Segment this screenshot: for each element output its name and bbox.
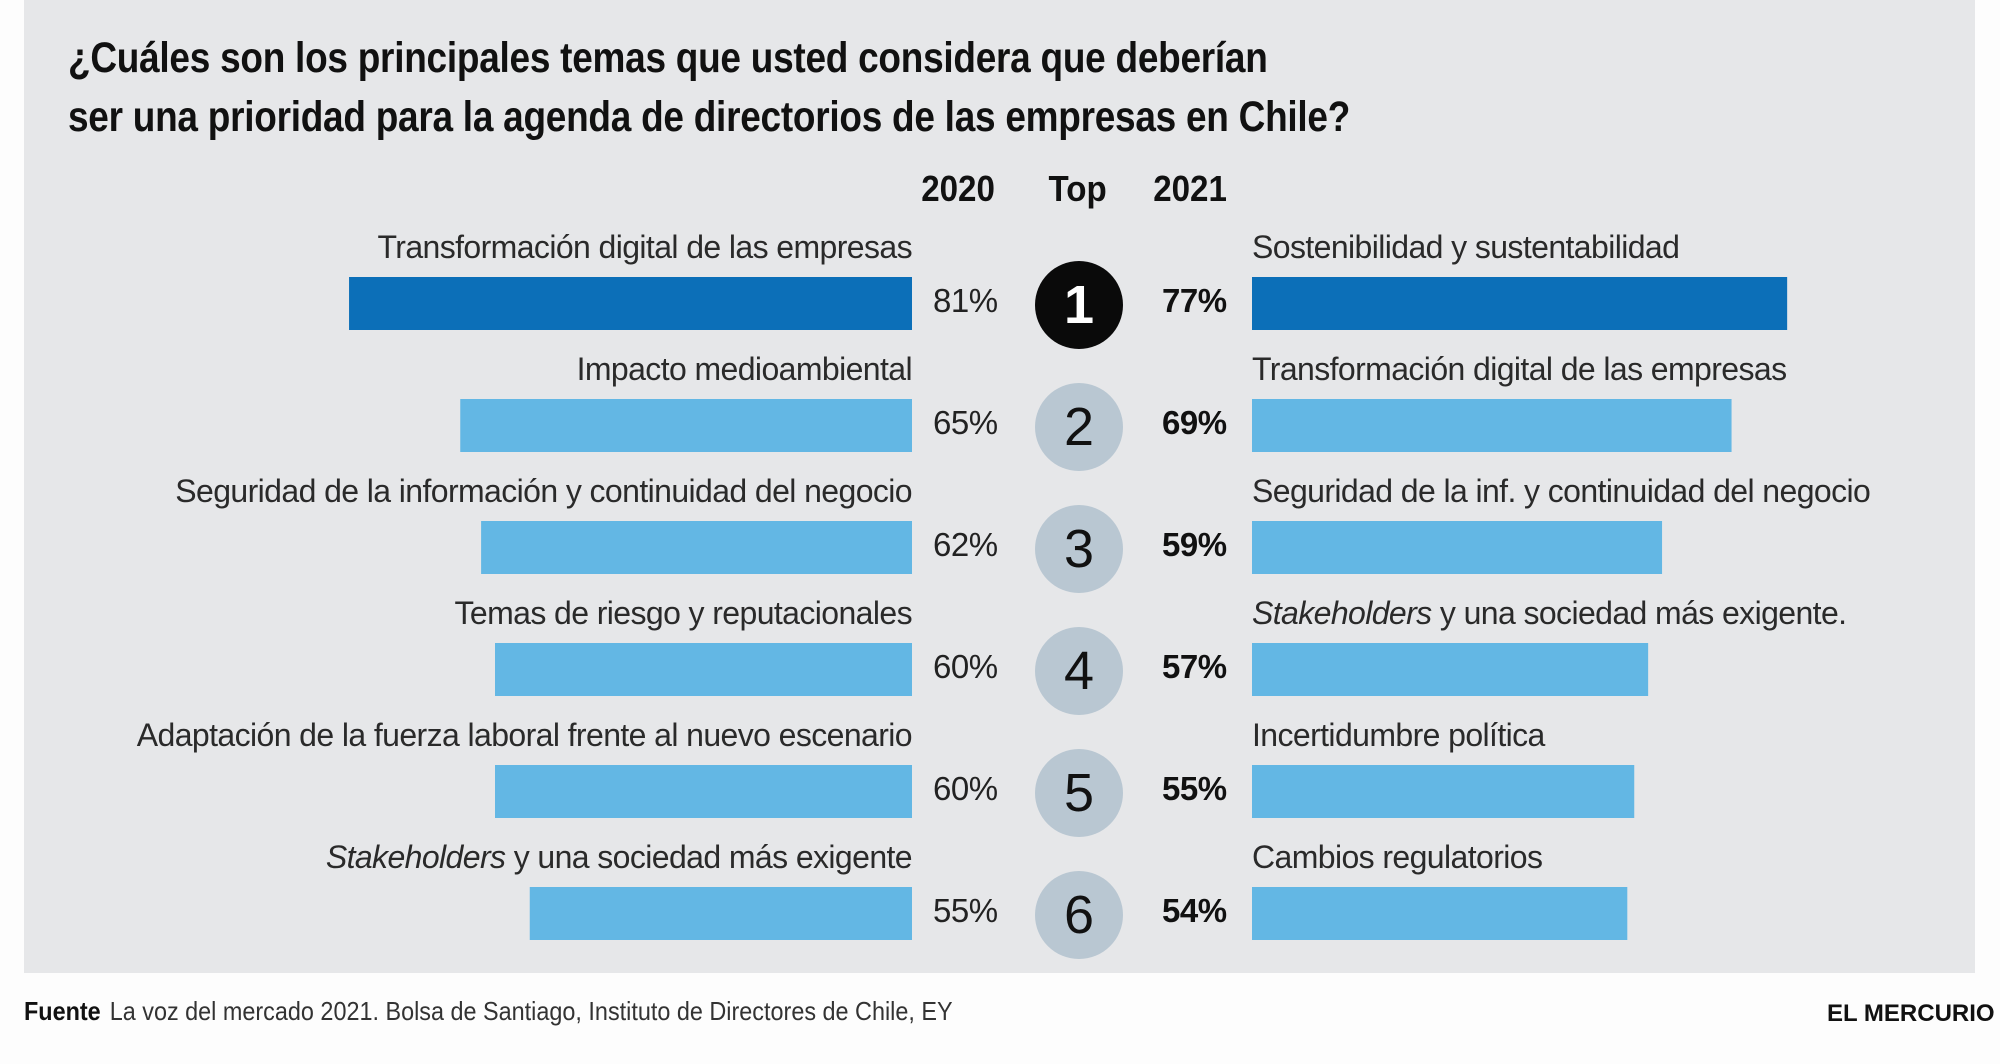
value-label-2020-rank-5: 60% <box>933 770 998 807</box>
bar-2021-rank-4 <box>1252 643 1649 696</box>
header-2020: 2020 <box>921 168 995 209</box>
bar-2021-rank-2 <box>1252 399 1732 452</box>
category-label-2021-rank-1: Sostenibilidad y sustentabilidad <box>1252 229 1680 265</box>
bar-2020-rank-2 <box>460 399 912 452</box>
italic-term: Stakeholders <box>1252 595 1432 631</box>
bar-2020-rank-1 <box>349 277 912 330</box>
value-label-2021-rank-6: 54% <box>1162 892 1227 929</box>
category-label-2021-rank-4: Stakeholders y una sociedad más exigente… <box>1252 595 1847 631</box>
italic-term: Stakeholders <box>325 839 506 875</box>
source-text: La voz del mercado 2021. Bolsa de Santia… <box>109 996 953 1026</box>
category-label-2020-rank-2: Impacto medioambiental <box>576 351 913 387</box>
category-label-2020-rank-3: Seguridad de la información y continuida… <box>175 473 912 509</box>
category-label-2021-rank-3: Seguridad de la inf. y continuidad del n… <box>1252 473 1871 509</box>
value-label-2020-rank-3: 62% <box>933 526 998 563</box>
value-label-2021-rank-2: 69% <box>1162 404 1227 441</box>
category-label-2021-rank-6: Cambios regulatorios <box>1252 839 1543 875</box>
rank-badge-2: 2 <box>1035 382 1123 471</box>
bar-2020-rank-5 <box>495 765 912 818</box>
value-label-2021-rank-3: 59% <box>1162 526 1227 563</box>
value-label-2020-rank-6: 55% <box>933 892 998 929</box>
bar-2021-rank-5 <box>1252 765 1635 818</box>
chart-title-line-2: ser una prioridad para la agenda de dire… <box>68 93 1351 141</box>
source-note: Fuente La voz del mercado 2021. Bolsa de … <box>24 996 953 1027</box>
bar-2021-rank-3 <box>1252 521 1663 574</box>
rank-badge-1: 1 <box>1035 260 1123 349</box>
category-label-2020-rank-1: Transformación digital de las empresas <box>377 229 913 265</box>
value-label-2021-rank-4: 57% <box>1162 648 1227 685</box>
value-label-2020-rank-2: 65% <box>933 404 998 441</box>
value-label-2021-rank-5: 55% <box>1162 770 1227 807</box>
header-2021: 2021 <box>1153 168 1227 209</box>
source-label: Fuente <box>24 996 101 1026</box>
bar-2021-rank-6 <box>1252 887 1628 940</box>
bar-2020-rank-4 <box>495 643 912 696</box>
category-label-2020-rank-6: Stakeholders y una sociedad más exigente <box>325 839 913 875</box>
chart-panel <box>24 0 1975 973</box>
bar-2021-rank-1 <box>1252 277 1788 330</box>
category-label-2020-rank-4: Temas de riesgo y reputacionales <box>454 595 912 631</box>
header-top: Top <box>1048 168 1107 209</box>
rank-badge-4: 4 <box>1035 626 1123 715</box>
bar-2020-rank-3 <box>481 521 912 574</box>
category-label-2021-rank-2: Transformación digital de las empresas <box>1252 351 1787 387</box>
category-label-2020-rank-5: Adaptación de la fuerza laboral frente a… <box>136 717 913 753</box>
value-label-2020-rank-1: 81% <box>933 282 998 319</box>
el-mercurio-logo: EL MERCURIO <box>1827 1000 1995 1027</box>
chart-title-line-1: ¿Cuáles son los principales temas que us… <box>68 34 1268 82</box>
bar-2020-rank-6 <box>529 887 912 940</box>
rank-badge-5: 5 <box>1035 748 1123 837</box>
value-label-2020-rank-4: 60% <box>933 648 998 685</box>
category-label-2021-rank-5: Incertidumbre política <box>1252 717 1545 753</box>
rank-badge-3: 3 <box>1035 504 1123 593</box>
value-label-2021-rank-1: 77% <box>1162 282 1227 319</box>
rank-badge-6: 6 <box>1035 870 1123 959</box>
